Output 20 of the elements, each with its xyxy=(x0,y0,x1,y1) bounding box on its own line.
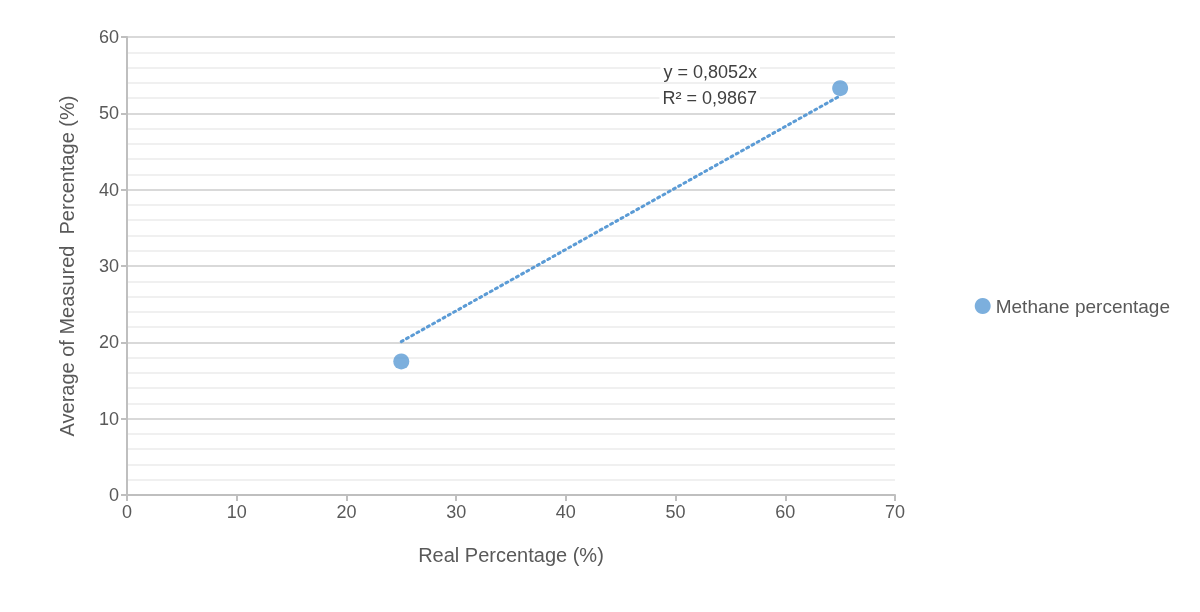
annotation: R² = 0,9867 xyxy=(662,88,757,108)
y-tick-label: 10 xyxy=(98,408,119,429)
y-tick-label: 0 xyxy=(108,485,119,505)
y-tick-label: 20 xyxy=(98,332,119,353)
x-tick-label: 40 xyxy=(555,502,576,522)
y-tick-label: 60 xyxy=(98,27,119,47)
x-tick-label: 20 xyxy=(336,502,357,522)
x-axis-title: Real Percentage (%) xyxy=(418,544,604,566)
y-tick-label: 50 xyxy=(98,103,119,124)
y-axis-title: Average of Measured Percentage (%) xyxy=(56,95,78,437)
x-tick-label: 60 xyxy=(775,502,796,522)
y-tick-label: 30 xyxy=(98,256,119,276)
annotation: y = 0,8052x xyxy=(663,62,758,82)
x-tick-label: 10 xyxy=(226,502,247,522)
x-tick-label: 50 xyxy=(665,502,686,522)
x-tick-label: 0 xyxy=(121,502,133,522)
y-tick-label: 40 xyxy=(98,179,119,200)
x-tick-label: 70 xyxy=(884,502,906,522)
legend-label: Methane percentage xyxy=(995,295,1170,317)
x-tick-label: 30 xyxy=(446,502,467,522)
